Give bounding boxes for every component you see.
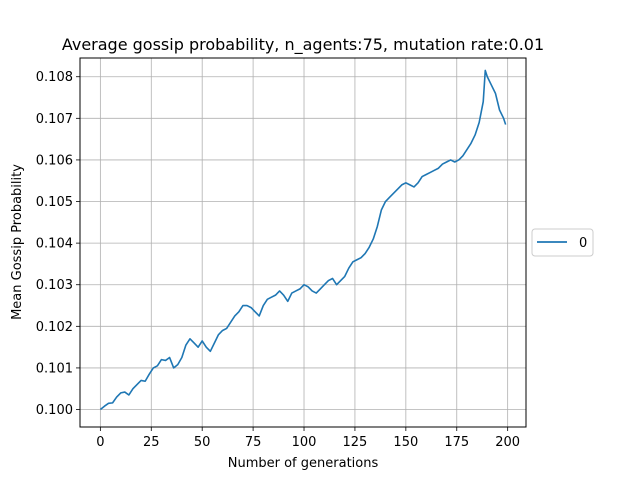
x-axis-ticks: 0 25 50 75 100 125 150 175 200	[96, 427, 520, 450]
y-tick-label: 0.107	[36, 112, 73, 127]
x-tick-label: 75	[245, 435, 262, 450]
axes-background	[80, 58, 526, 427]
x-tick-label: 25	[143, 435, 160, 450]
grid-lines	[80, 58, 526, 427]
series-line-0	[99, 69, 507, 411]
plot-area	[79, 57, 527, 428]
x-axis-label: Number of generations	[228, 456, 379, 471]
y-tick-label: 0.102	[36, 320, 73, 335]
x-tick-label: 100	[292, 435, 317, 450]
y-tick-label: 0.106	[36, 153, 73, 168]
x-tick-label: 125	[343, 435, 368, 450]
x-tick-label: 50	[194, 435, 211, 450]
y-tick-label: 0.104	[36, 237, 73, 252]
x-tick-label: 0	[96, 435, 104, 450]
y-axis-ticks: 0.100 0.101 0.102 0.103 0.104 0.105 0.106 0.107…	[36, 70, 80, 418]
legend-label-series-0: 0	[579, 236, 587, 251]
legend[interactable]: 0	[531, 228, 594, 257]
x-tick-label: 175	[444, 435, 469, 450]
x-tick-label: 200	[495, 435, 520, 450]
axes-frame	[79, 57, 527, 428]
chart-title: Average gossip probability, n_agents:75,…	[62, 35, 544, 55]
y-tick-label: 0.100	[36, 403, 73, 418]
y-tick-label: 0.103	[36, 278, 73, 293]
x-tick-label: 150	[393, 435, 418, 450]
y-tick-label: 0.108	[36, 70, 73, 85]
y-axis-label: Mean Gossip Probability	[10, 164, 25, 320]
y-tick-label: 0.101	[36, 361, 73, 376]
y-tick-label: 0.105	[36, 195, 73, 210]
series-layer	[99, 69, 507, 411]
